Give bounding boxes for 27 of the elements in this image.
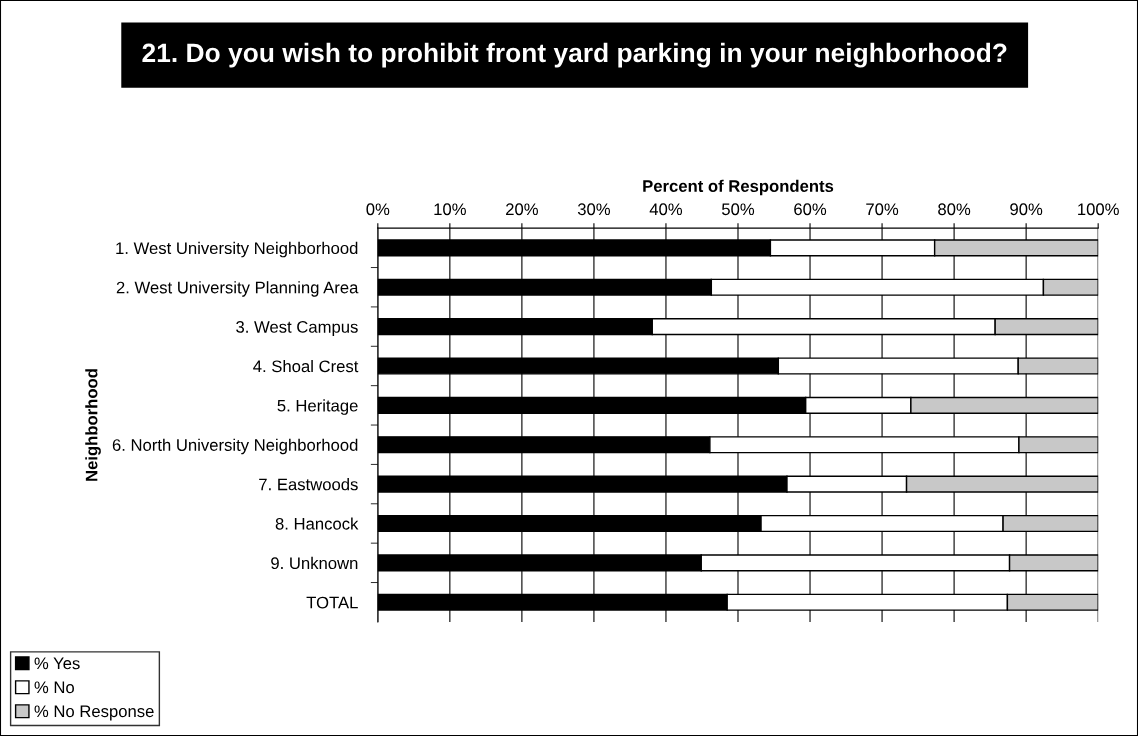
y-tick-label: 8. Hancock — [275, 517, 359, 530]
legend-label: % No Response — [34, 705, 154, 721]
x-tick-label: 100% — [1078, 203, 1119, 216]
legend-label: % No — [34, 681, 74, 694]
x-tick-label: 30% — [577, 203, 611, 216]
y-tick-label: 9. Unknown — [271, 556, 358, 570]
x-tick-label: 80% — [938, 203, 971, 216]
y-tick-label: 3. West Campus — [236, 321, 358, 337]
chart-title: 21. Do you wish to prohibit front yard parking in your neighborhood? — [142, 42, 1007, 68]
x-tick-label: 40% — [649, 203, 683, 216]
y-tick-label: 2. West University Planning Area — [116, 281, 359, 297]
y-tick-label: 7. Eastwoods — [259, 478, 358, 491]
y-tick-label: 4. Shoal Crest — [253, 359, 359, 373]
x-tick-label: 50% — [721, 203, 755, 216]
y-tick-label: 5. Heritage — [277, 399, 358, 415]
x-tick-label: 90% — [1010, 203, 1043, 216]
x-tick-label: 10% — [434, 203, 466, 216]
y-tick-label: 1. West University Neighborhood — [116, 241, 358, 258]
y-tick-label: TOTAL — [306, 596, 358, 609]
x-tick-label: 0% — [366, 203, 390, 216]
legend-label: % Yes — [34, 657, 80, 670]
x-tick-label: 70% — [866, 203, 899, 216]
x-axis-title: Percent of Respondents — [643, 179, 834, 196]
y-tick-label: 6. North University Neighborhood — [112, 438, 358, 455]
y-axis-title: Neighborhood — [85, 369, 101, 481]
x-tick-label: 60% — [794, 203, 827, 216]
x-tick-label: 20% — [506, 203, 538, 216]
